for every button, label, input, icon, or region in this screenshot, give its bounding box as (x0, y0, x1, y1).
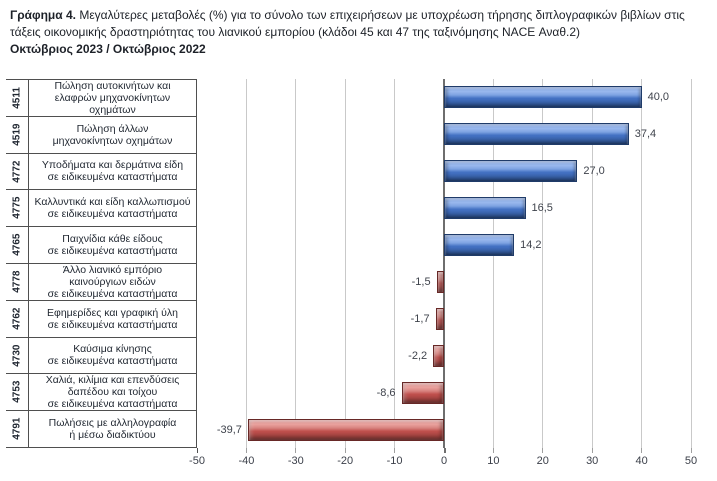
x-axis-tick-label: -40 (238, 455, 255, 467)
data-bar (444, 197, 526, 220)
chart-title-prefix: Γράφημα 4. (10, 8, 76, 22)
category-label: Καλλυντικά και είδη καλλωπισμού σε ειδικ… (28, 190, 196, 227)
gridline (690, 79, 692, 448)
category-axis: 4511 Πώληση αυτοκινήτων και ελαφρών μηχαν… (6, 79, 197, 448)
gridline (295, 79, 297, 448)
category-row: 4511 Πώληση αυτοκινήτων και ελαφρών μηχαν… (6, 79, 196, 116)
category-code: 4791 (11, 417, 23, 441)
category-row: 4730 Καύσιμα κίνησης σε ειδικευμένα κατασ… (6, 336, 196, 374)
data-bar (436, 270, 444, 293)
zero-gridline (443, 79, 445, 448)
value-label: 27,0 (583, 165, 605, 178)
x-axis-tick (394, 448, 396, 453)
value-label: -1,5 (411, 275, 431, 288)
category-label: Χαλιά, κιλίμια και επενδύσεις δαπέδου κα… (28, 374, 196, 410)
x-axis-tick-label: -10 (386, 455, 403, 467)
data-bar (444, 123, 629, 146)
x-axis-tick-label: 20 (536, 455, 549, 467)
x-axis-tick-label: 50 (684, 455, 698, 467)
category-row: 4753 Χαλιά, κιλίμια και επενδύσεις δαπέδο… (6, 373, 196, 410)
chart-title: Γράφημα 4. Μεγαλύτερες μεταβολές (%) για… (10, 7, 711, 58)
data-bar (444, 86, 642, 109)
value-label: -39,7 (216, 423, 242, 436)
data-bar (444, 160, 578, 183)
category-code: 4753 (11, 381, 23, 404)
category-code: 4765 (11, 233, 23, 257)
x-axis-tick (542, 448, 544, 453)
category-row: 4775 Καλλυντικά και είδη καλλωπισμού σε ε… (6, 189, 196, 227)
category-label: Καύσιμα κίνησης σε ειδικευμένα καταστήμα… (28, 337, 196, 374)
x-axis-tick-label: -30 (287, 455, 304, 467)
value-label: -8,6 (376, 386, 396, 399)
category-label: Πωλήσεις με αλληλογραφία ή μέσω διαδικτύ… (28, 411, 196, 447)
data-bar (435, 307, 444, 330)
data-bar (247, 418, 444, 441)
gridline (641, 79, 643, 448)
data-bar (401, 381, 444, 404)
x-axis-tick-label: -20 (337, 455, 354, 467)
x-axis-tick (245, 448, 247, 453)
x-axis-tick (641, 448, 643, 453)
category-code: 4778 (11, 270, 23, 294)
category-row: 4519 Πώληση άλλων μηχανοκίνητων οχημάτων (6, 115, 196, 153)
value-label: -2,2 (408, 349, 428, 362)
category-row: 4772 Υποδήματα και δερμάτινα είδη σε ειδι… (6, 152, 196, 190)
plot-area: -50 -40 -30 -20 -10 0 10 20 30 40 50 40,0 37,4 27,0 16… (189, 79, 697, 467)
value-label: 40,0 (647, 91, 670, 104)
category-label: Πώληση αυτοκινήτων και ελαφρών μηχανοκίν… (28, 80, 196, 116)
value-label: -1,7 (410, 312, 430, 325)
gridline (245, 79, 247, 448)
category-code: 4762 (11, 307, 23, 330)
category-row: 4778 Άλλο λιανικό εμπόριο καινούργιων ειδ… (6, 262, 196, 300)
x-axis-tick-label: -50 (189, 455, 205, 467)
category-label: Άλλο λιανικό εμπόριο καινούργιων ειδών σ… (28, 264, 196, 300)
x-axis-tick-label: 40 (635, 455, 648, 467)
x-axis-tick-label: 0 (440, 455, 448, 467)
x-axis-tick (197, 448, 198, 453)
category-code: 4511 (11, 87, 23, 109)
gridline (394, 79, 396, 448)
chart-subtitle: Οκτώβριος 2023 / Οκτώβριος 2022 (10, 42, 206, 56)
value-label: 16,5 (531, 202, 553, 215)
gridline (591, 79, 593, 448)
x-axis-tick (591, 448, 593, 453)
category-label: Υποδήματα και δερμάτινα είδη σε ειδικευμ… (28, 153, 196, 190)
x-axis-tick-label: 10 (487, 455, 500, 467)
x-axis-tick (690, 448, 692, 453)
category-code: 4519 (11, 123, 23, 146)
gridline (492, 79, 494, 448)
chart-title-text: Μεγαλύτερες μεταβολές (%) για το σύνολο … (10, 8, 685, 39)
category-label: Εφημερίδες και γραφική ύλη σε ειδικευμέν… (28, 300, 196, 337)
gridline (542, 79, 544, 448)
category-row: 4791 Πωλήσεις με αλληλογραφία ή μέσω διαδ… (6, 410, 196, 448)
data-bar (433, 344, 444, 367)
x-axis-tick-label: 30 (586, 455, 599, 467)
category-code: 4775 (11, 197, 23, 220)
data-bar (444, 234, 515, 257)
value-label: 37,4 (634, 128, 657, 141)
x-axis-tick (492, 448, 494, 453)
x-axis-tick (295, 448, 297, 453)
x-axis-tick (344, 448, 346, 453)
category-label: Παιχνίδια κάθε είδους σε ειδικευμένα κατ… (28, 227, 196, 263)
category-code: 4730 (11, 344, 23, 367)
category-row: 4762 Εφημερίδες και γραφική ύλη σε ειδικε… (6, 299, 196, 337)
value-label: 14,2 (520, 239, 542, 252)
category-code: 4772 (11, 160, 23, 183)
x-axis-tick (443, 448, 446, 453)
category-row: 4765 Παιχνίδια κάθε είδους σε ειδικευμένα… (6, 226, 196, 263)
gridline (344, 79, 346, 448)
category-label: Πώληση άλλων μηχανοκίνητων οχημάτων (28, 116, 196, 153)
